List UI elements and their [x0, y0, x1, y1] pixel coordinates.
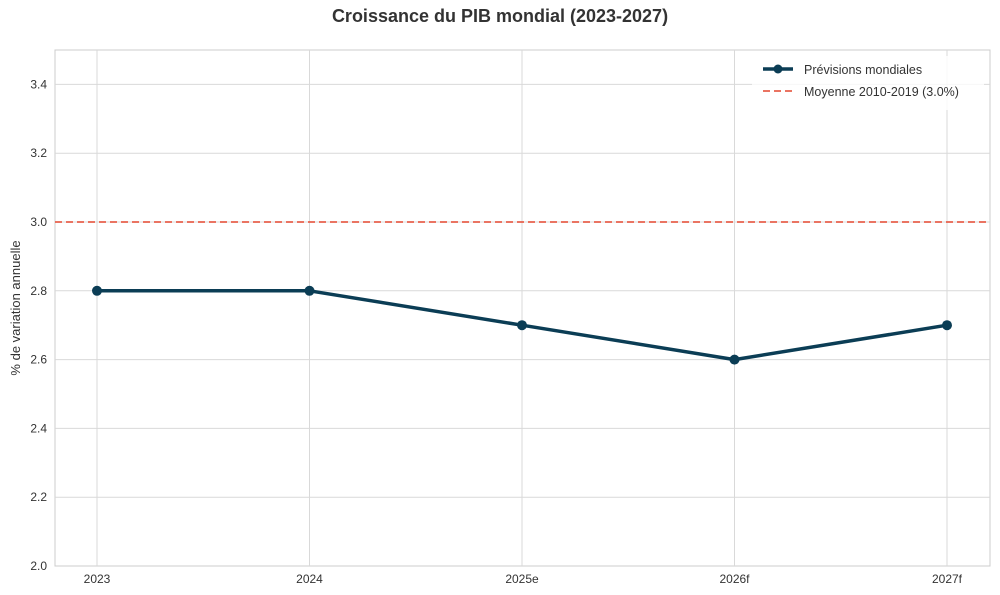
y-tick-label: 2.2: [30, 490, 47, 504]
chart-title: Croissance du PIB mondial (2023-2027): [331, 6, 669, 26]
axis-layer: 2.0 2.2 2.4 2.6 2.8 3.0 3.2 3.4 2023 2024 2025e 202…: [30, 77, 962, 586]
y-tick-label: 3.2: [30, 146, 47, 160]
series-point: [729, 354, 740, 365]
x-tick-label: 2026f: [719, 572, 750, 586]
y-tick-label: 3.4: [30, 77, 47, 91]
y-tick-label: 2.4: [30, 421, 47, 435]
x-tick-label: 2023: [84, 572, 111, 586]
series-point: [304, 285, 315, 296]
legend-series-marker: [773, 64, 783, 74]
y-tick-label: 2.6: [30, 353, 47, 367]
series-point: [942, 320, 952, 331]
x-tick-label: 2025e: [505, 572, 539, 586]
legend: Prévisions mondiales Moyenne 2010-2019 (…: [752, 56, 984, 110]
series-point: [92, 285, 102, 296]
x-tick-label: 2027f: [932, 572, 963, 586]
y-axis-label: % de variation annuelle: [8, 240, 23, 375]
y-tick-label: 2.0: [30, 559, 47, 573]
y-tick-label: 3.0: [30, 215, 47, 229]
y-tick-label: 2.8: [30, 284, 47, 298]
series-point: [517, 320, 527, 331]
legend-series-label: Prévisions mondiales: [804, 63, 922, 77]
legend-reference-label: Moyenne 2010-2019 (3.0%): [804, 85, 959, 99]
series-layer: [92, 285, 952, 365]
legend-box: [752, 56, 984, 110]
x-tick-label: 2024: [296, 572, 323, 586]
